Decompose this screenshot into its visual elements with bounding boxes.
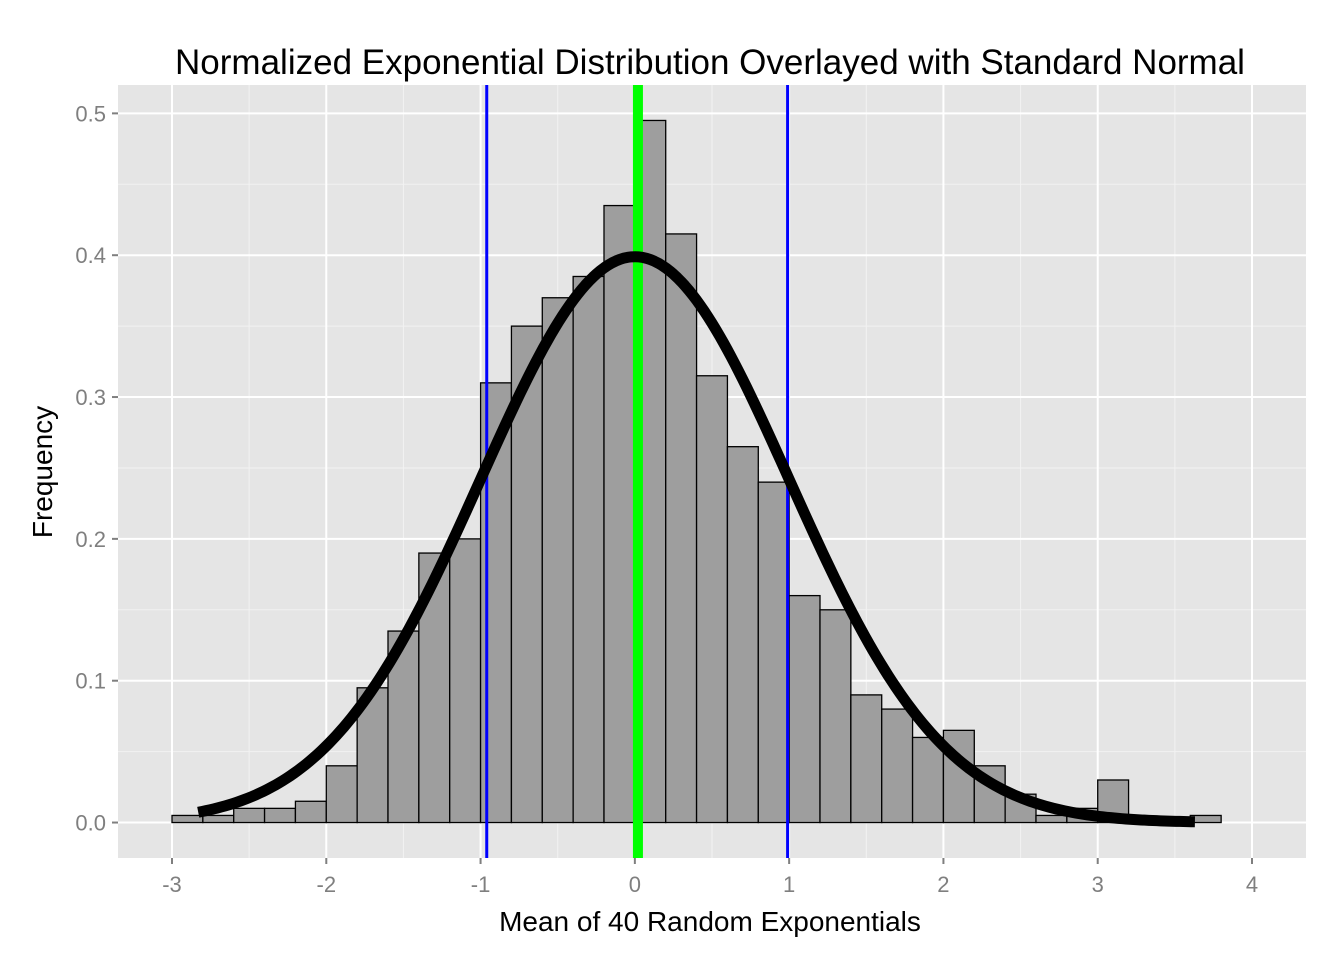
histogram-bar <box>819 609 852 824</box>
histogram-bar <box>788 594 821 824</box>
histogram-bar <box>449 538 482 824</box>
histogram-bar <box>726 446 759 824</box>
x-tick-label: 3 <box>1092 872 1104 897</box>
histogram-bar <box>572 275 605 824</box>
y-axis-ticks: 0.0 0.1 0.2 0.3 0.4 0.5 <box>75 101 118 836</box>
x-axis-title: Mean of 40 Random Exponentials <box>499 906 921 937</box>
y-tick-label: 0.5 <box>75 101 106 126</box>
x-axis-ticks: -3 -2 -1 0 1 2 3 4 <box>162 858 1258 897</box>
chart-title: Normalized Exponential Distribution Over… <box>175 43 1245 82</box>
y-tick-label: 0.0 <box>75 811 106 836</box>
y-tick-label: 0.2 <box>75 527 106 552</box>
y-axis-title: Frequency <box>27 406 58 538</box>
y-tick-label: 0.4 <box>75 243 106 268</box>
x-tick-label: 2 <box>937 872 949 897</box>
x-tick-label: 0 <box>629 872 641 897</box>
histogram-bar <box>294 800 327 824</box>
histogram-bar <box>325 765 358 824</box>
x-tick-label: 4 <box>1246 872 1258 897</box>
histogram-bar <box>233 807 266 824</box>
histogram-bar <box>695 375 729 824</box>
histogram-bar <box>665 233 698 824</box>
histogram-bar <box>881 708 914 824</box>
histogram-bar <box>202 814 235 824</box>
normal-density-line <box>196 251 1197 828</box>
histogram-bar <box>263 807 297 824</box>
histogram-bar <box>757 481 790 824</box>
histogram-bar <box>1035 814 1068 824</box>
x-tick-label: -1 <box>471 872 491 897</box>
normal-density-curve <box>196 251 1197 828</box>
y-tick-label: 0.3 <box>75 385 106 410</box>
histogram-bar <box>541 297 574 824</box>
histogram-bar <box>603 204 636 824</box>
x-tick-label: -3 <box>162 872 182 897</box>
histogram-bar <box>911 736 945 824</box>
x-tick-label: -2 <box>317 872 337 897</box>
x-tick-label: 1 <box>783 872 795 897</box>
histogram-bar <box>510 325 543 824</box>
histogram-bar <box>171 814 204 824</box>
y-tick-label: 0.1 <box>75 669 106 694</box>
histogram-bar <box>850 694 883 824</box>
